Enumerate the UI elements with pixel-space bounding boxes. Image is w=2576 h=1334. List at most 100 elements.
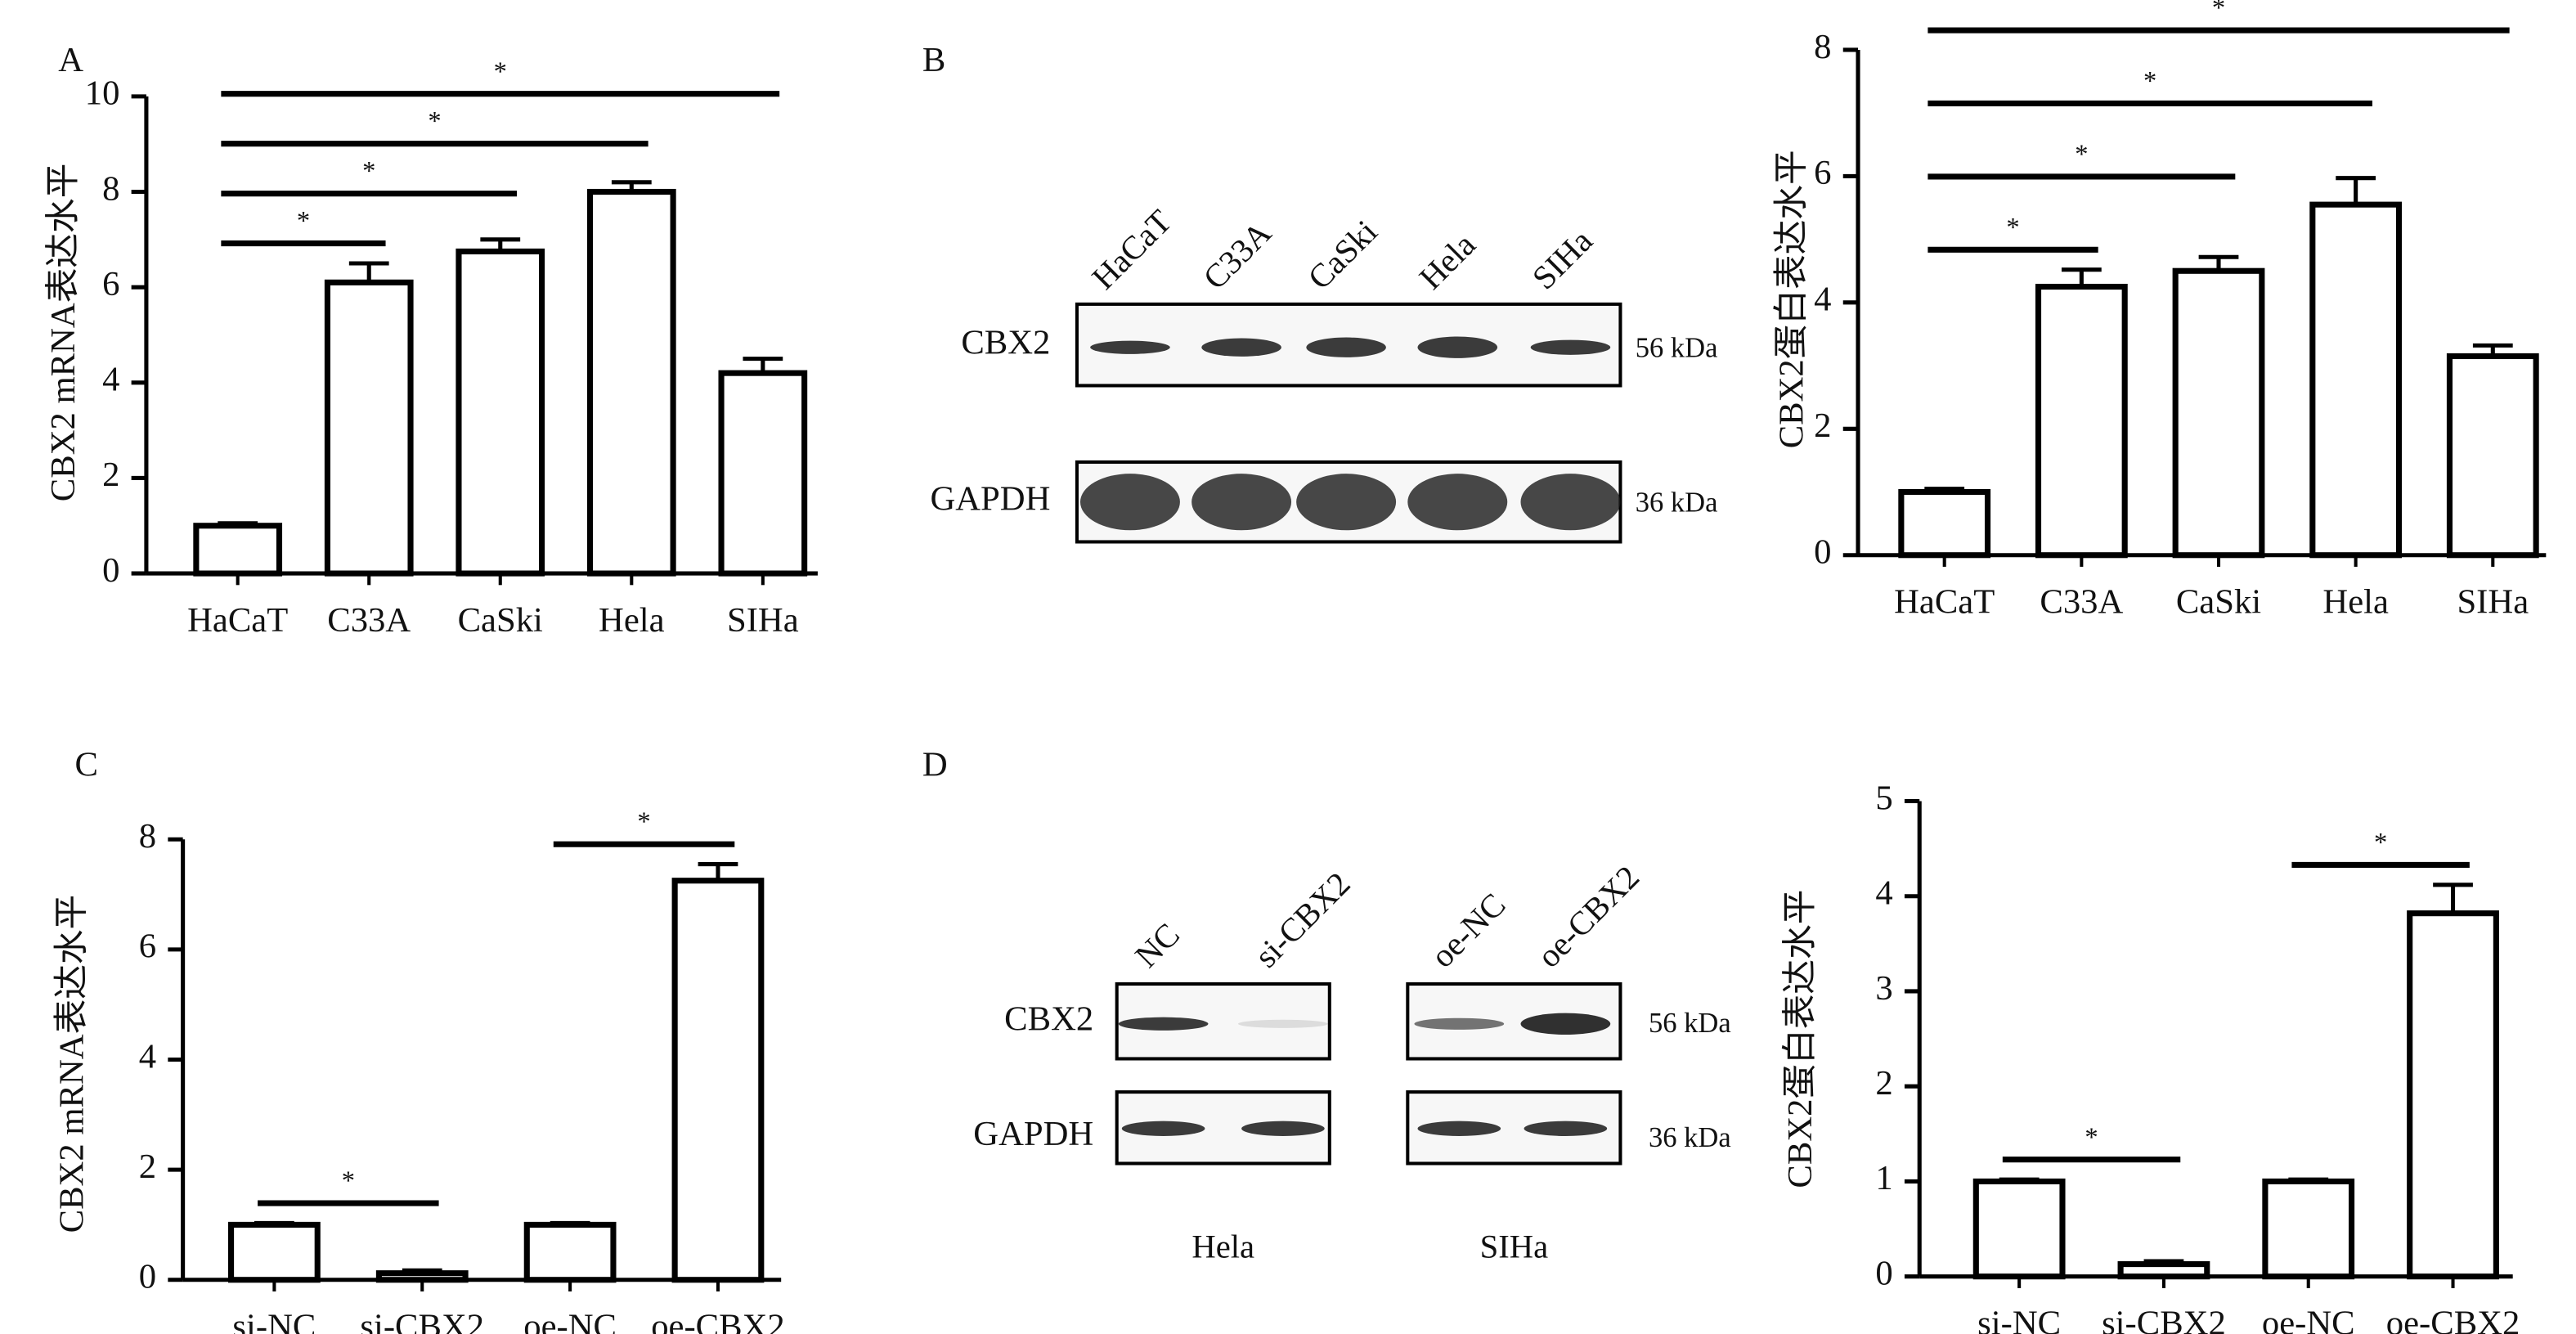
x-tick-label: CaSki [2176,582,2261,621]
x-tick-label: CaSki [458,601,543,640]
x-tick-label: oe-CBX2 [651,1308,785,1334]
bar [2035,283,2128,559]
blot-frame [1115,981,1331,1061]
blot-band [1201,338,1281,357]
blot-band [1079,474,1180,531]
lane-label: CaSki [1301,213,1384,296]
lane-label: oe-CBX2 [1530,859,1646,975]
y-tick-label: 2 [1875,1064,1892,1103]
row-label: CBX2 [961,323,1050,362]
size-label: 56 kDa [1636,333,1718,364]
y-axis-label: CBX2 mRNA表达水平 [44,164,83,502]
size-label: 36 kDa [1636,487,1718,519]
y-tick-label: 2 [139,1148,156,1186]
y-tick-label: 6 [102,265,119,303]
y-tick-label: 2 [1814,406,1831,445]
y-tick-label: 8 [102,169,119,208]
bar [2446,353,2539,559]
significance-label: * [2075,140,2088,169]
significance-label: * [428,107,441,137]
x-tick-label: si-NC [1977,1304,2061,1334]
row-label: GAPDH [930,480,1050,519]
y-tick-label: 0 [1814,533,1831,572]
bar [193,523,283,577]
blot-band [1417,336,1498,358]
y-tick-label: 10 [85,74,120,113]
lane-label: SIHa [1525,222,1600,297]
panel-label: A [58,41,83,79]
panel-label: C [75,746,98,784]
bar [2262,1178,2355,1280]
significance-label: * [342,1166,355,1196]
bar [2172,267,2265,559]
blot-band [1417,1121,1501,1136]
x-tick-label: SIHa [727,601,799,640]
y-tick-label: 8 [1814,28,1831,66]
significance-label: * [2085,1123,2098,1152]
significance-label: * [2212,0,2225,23]
x-tick-label: oe-NC [523,1308,617,1334]
significance-label: * [494,57,507,87]
x-tick-label: C33A [327,601,411,640]
blot-band [1192,474,1292,531]
blot-band [1090,340,1170,354]
lane-label: C33A [1196,214,1279,297]
x-tick-label: oe-NC [2262,1304,2355,1334]
x-tick-label: Hela [2322,582,2389,621]
x-tick-label: Hela [599,601,665,640]
x-tick-label: HaCaT [187,601,288,640]
x-tick-label: si-CBX2 [2102,1304,2226,1334]
y-tick-label: 2 [102,456,119,494]
bar [456,248,545,577]
significance-label: * [2006,213,2019,242]
bar [1972,1178,2066,1280]
y-tick-label: 4 [1814,281,1831,319]
y-axis-label: CBX2 mRNA表达水平 [52,895,91,1233]
blot-band [1520,1013,1611,1035]
bar [227,1221,321,1283]
y-axis-label: CBX2蛋白表达水平 [1781,890,1820,1188]
y-tick-label: 4 [1875,874,1892,913]
blot-band [1530,339,1611,355]
x-tick-label: HaCaT [1894,582,1995,621]
x-tick-label: oe-CBX2 [2386,1304,2520,1334]
x-tick-label: C33A [2040,582,2123,621]
significance-label: * [2374,828,2387,857]
bar [523,1221,617,1283]
lane-label: Hela [1412,226,1483,296]
blot-band [1241,1121,1325,1136]
blot-band [1238,1019,1328,1028]
size-label: 36 kDa [1649,1122,1731,1153]
lane-label: oe-NC [1424,886,1512,974]
bar [718,370,808,577]
lane-label: si-CBX2 [1248,865,1358,975]
panel-label: B [922,41,945,79]
bar [2117,1261,2210,1280]
significance-label: * [362,157,375,186]
y-tick-label: 5 [1875,779,1892,817]
blot-band [1118,1017,1209,1031]
x-tick-label: SIHa [2457,582,2529,621]
bar [1898,488,1991,559]
bar [671,878,765,1283]
group-label: SIHa [1480,1228,1549,1265]
blot-band [1520,474,1621,531]
y-tick-label: 0 [139,1258,156,1296]
row-label: GAPDH [973,1115,1093,1153]
blot-band [1407,474,1508,531]
blot-band [1121,1121,1205,1136]
x-tick-label: si-NC [232,1308,316,1334]
bar [324,279,414,577]
bar [2309,201,2403,559]
group-label: Hela [1192,1228,1254,1265]
size-label: 56 kDa [1649,1008,1731,1039]
significance-label: * [637,807,650,837]
x-tick-label: si-CBX2 [360,1308,484,1334]
bar [586,188,676,577]
blot-band [1306,337,1386,357]
row-label: CBX2 [1004,1000,1093,1039]
y-tick-label: 0 [1875,1254,1892,1292]
y-tick-label: 8 [139,817,156,856]
